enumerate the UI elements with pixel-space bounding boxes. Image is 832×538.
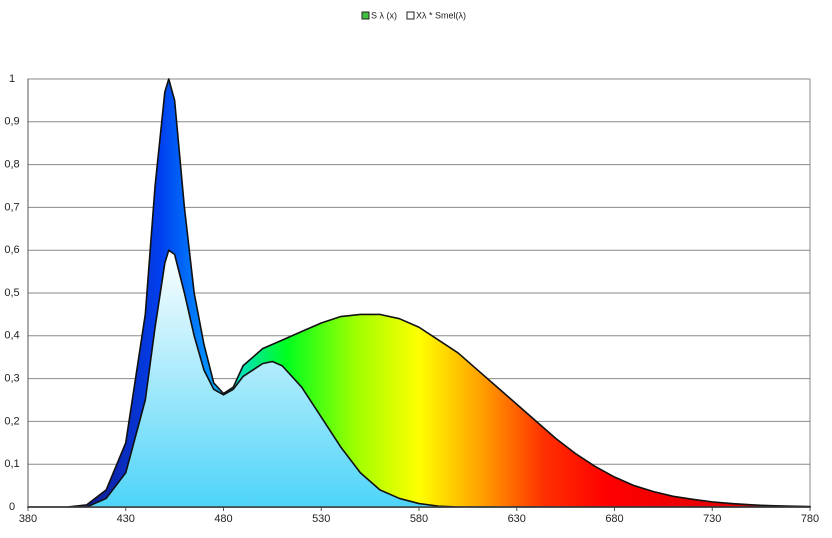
y-tick-label: 1 xyxy=(9,73,15,85)
legend-label: Xλ * Smel(λ) xyxy=(416,10,466,20)
y-tick-label: 0,9 xyxy=(4,116,19,128)
y-tick-label: 0,7 xyxy=(4,201,19,213)
y-tick-label: 0,4 xyxy=(4,330,19,342)
legend-label: S λ (x) xyxy=(371,10,397,20)
x-tick-label: 730 xyxy=(703,513,721,525)
x-tick-label: 430 xyxy=(117,513,135,525)
x-tick-label: 480 xyxy=(214,513,232,525)
x-tick-label: 580 xyxy=(410,513,428,525)
legend-swatch xyxy=(406,11,415,20)
legend-swatch xyxy=(361,11,370,20)
y-tick-label: 0 xyxy=(9,501,15,513)
x-tick-label: 680 xyxy=(605,513,623,525)
x-tick-label: 530 xyxy=(312,513,330,525)
y-tick-label: 0,3 xyxy=(4,373,19,385)
y-tick-label: 0,6 xyxy=(4,244,19,256)
y-tick-label: 0,5 xyxy=(4,287,19,299)
x-tick-label: 630 xyxy=(508,513,526,525)
x-tick-label: 780 xyxy=(801,513,819,525)
y-tick-label: 0,1 xyxy=(4,458,19,470)
y-tick-label: 0,2 xyxy=(4,415,19,427)
x-tick-label: 380 xyxy=(19,513,37,525)
y-tick-label: 0,8 xyxy=(4,159,19,171)
